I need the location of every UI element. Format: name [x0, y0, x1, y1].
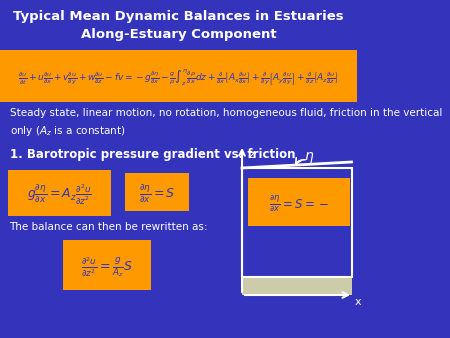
Text: $\frac{\partial \eta}{\partial x}=S$: $\frac{\partial \eta}{\partial x}=S$ [139, 183, 176, 205]
Text: Typical Mean Dynamic Balances in Estuaries: Typical Mean Dynamic Balances in Estuari… [13, 10, 344, 23]
Text: 1. Barotropic pressure gradient vs. friction: 1. Barotropic pressure gradient vs. fric… [9, 148, 295, 161]
Text: z: z [248, 150, 254, 160]
Bar [126, 173, 189, 211]
Text: x: x [355, 297, 361, 307]
Bar [242, 277, 351, 295]
Text: The balance can then be rewritten as:: The balance can then be rewritten as: [9, 222, 208, 232]
Text: $\frac{\partial^2 u}{\partial z^2}=\frac{g}{A_z}S$: $\frac{\partial^2 u}{\partial z^2}=\frac… [81, 255, 133, 279]
Bar [8, 170, 111, 216]
Text: $g\frac{\partial \eta}{\partial x}=A_z\frac{\partial^2 u}{\partial z^2}$: $g\frac{\partial \eta}{\partial x}=A_z\f… [27, 183, 92, 207]
Bar [0, 50, 357, 102]
Bar [248, 178, 350, 226]
Text: $\frac{\partial u}{\partial t}+u\frac{\partial u}{\partial x}+v\frac{\partial u}: $\frac{\partial u}{\partial t}+u\frac{\p… [18, 68, 339, 88]
Bar [63, 240, 151, 290]
Text: $\frac{\partial \eta}{\partial x}=S=-$: $\frac{\partial \eta}{\partial x}=S=-$ [269, 194, 329, 215]
Text: $\eta$: $\eta$ [304, 150, 315, 165]
Bar [242, 168, 351, 277]
Text: Along-Estuary Component: Along-Estuary Component [81, 28, 276, 41]
Text: only ($A_z$ is a constant): only ($A_z$ is a constant) [9, 124, 125, 138]
Text: Steady state, linear motion, no rotation, homogeneous fluid, friction in the ver: Steady state, linear motion, no rotation… [9, 108, 442, 118]
